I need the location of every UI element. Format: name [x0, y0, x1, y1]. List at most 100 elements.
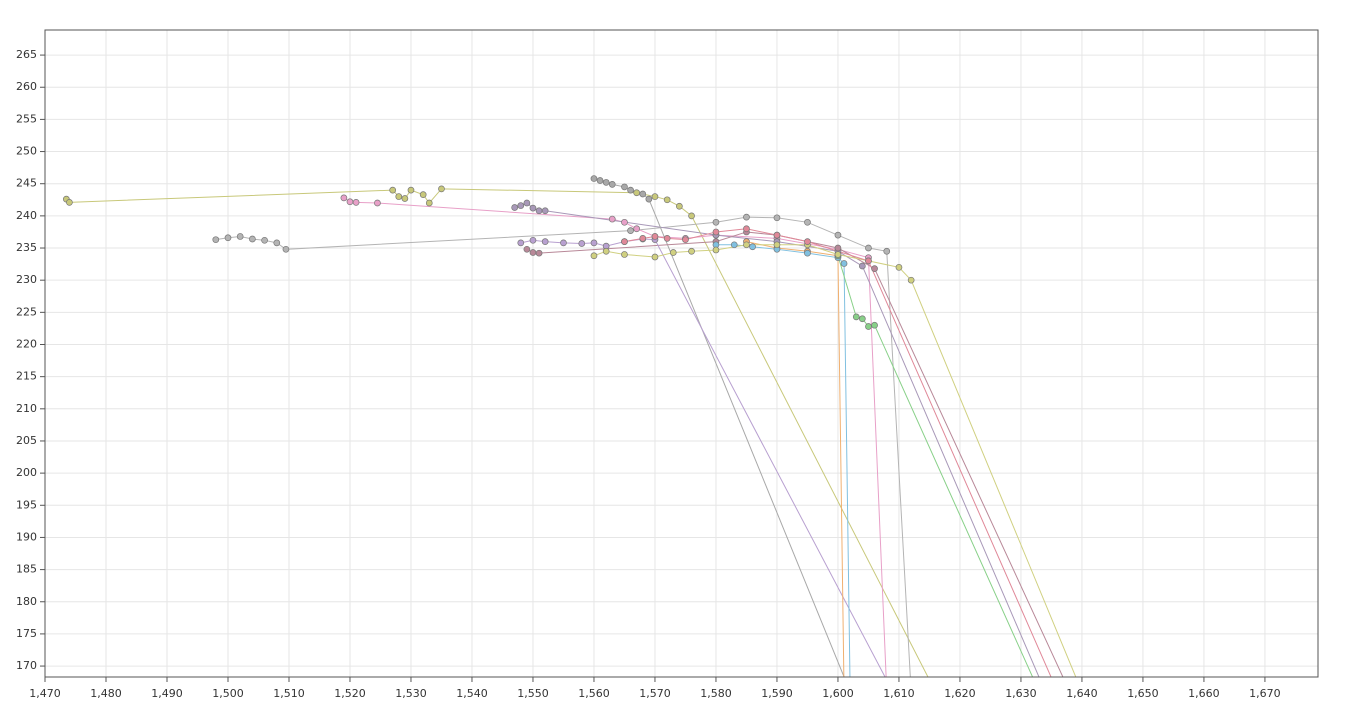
- data-point: [633, 225, 641, 233]
- data-point: [688, 212, 695, 220]
- data-point: [688, 247, 695, 255]
- y-tick-label: 210: [16, 402, 37, 415]
- x-tick-label: 1,630: [1005, 687, 1037, 700]
- data-point: [895, 263, 903, 271]
- y-tick-label: 255: [16, 112, 37, 125]
- data-point: [633, 189, 641, 197]
- data-point: [1042, 689, 1048, 695]
- data-point: [621, 251, 628, 258]
- x-tick-label: 1,650: [1127, 687, 1159, 700]
- data-point: [425, 199, 433, 207]
- data-point: [743, 213, 750, 221]
- data-point: [1055, 689, 1061, 695]
- y-tick-label: 200: [16, 466, 37, 479]
- data-point: [621, 218, 628, 226]
- y-tick-label: 235: [16, 241, 37, 254]
- data-point: [627, 227, 634, 235]
- data-point: [627, 186, 634, 194]
- x-tick-label: 1,620: [944, 687, 976, 700]
- data-point: [395, 193, 403, 200]
- x-tick-label: 1,570: [639, 687, 671, 700]
- grid: [44, 30, 1318, 677]
- data-point: [517, 239, 525, 247]
- x-tick-label: 1,490: [151, 687, 183, 700]
- plot-data: [62, 175, 1077, 695]
- data-point: [871, 321, 878, 329]
- data-point: [602, 247, 610, 255]
- data-point: [602, 179, 610, 186]
- data-point: [621, 183, 628, 191]
- data-point: [682, 236, 689, 244]
- y-tick-label: 250: [16, 145, 37, 158]
- data-point: [578, 240, 586, 247]
- data-point: [773, 214, 781, 222]
- data-point: [523, 245, 531, 253]
- data-point: [523, 199, 531, 207]
- data-point: [401, 195, 409, 202]
- y-tick-label: 220: [16, 337, 37, 350]
- y-tick-label: 240: [16, 209, 37, 222]
- data-point: [541, 207, 549, 215]
- data-point: [1036, 689, 1042, 695]
- x-tick-label: 1,600: [822, 687, 854, 700]
- data-point: [529, 236, 537, 244]
- y-tick-label: 175: [16, 627, 37, 640]
- data-point: [712, 218, 720, 226]
- data-point: [712, 246, 720, 254]
- data-point: [773, 241, 781, 249]
- data-point: [438, 185, 445, 193]
- data-point: [590, 239, 598, 247]
- data-point: [651, 233, 659, 240]
- series-line: [837, 255, 1034, 677]
- x-tick-label: 1,510: [273, 687, 305, 700]
- data-point: [419, 191, 427, 198]
- x-tick-label: 1,610: [883, 687, 915, 700]
- x-tick-label: 1,530: [395, 687, 427, 700]
- data-point: [651, 253, 659, 261]
- x-tick-label: 1,580: [700, 687, 732, 700]
- x-tick-label: 1,520: [334, 687, 366, 700]
- data-point: [529, 249, 537, 256]
- data-point: [933, 689, 939, 695]
- data-point: [834, 244, 842, 252]
- data-point: [804, 238, 811, 245]
- y-tick-label: 185: [16, 563, 37, 576]
- data-point: [590, 252, 598, 260]
- data-point: [834, 251, 842, 258]
- y-tick-label: 205: [16, 434, 37, 447]
- x-tick-label: 1,560: [578, 687, 610, 700]
- data-point: [669, 249, 677, 256]
- data-point: [804, 249, 811, 257]
- data-point: [639, 190, 647, 198]
- series-line: [343, 197, 887, 677]
- data-point: [517, 202, 525, 209]
- y-tick-label: 170: [16, 659, 37, 672]
- data-point: [621, 238, 628, 245]
- data-point: [608, 181, 616, 188]
- y-tick-label: 215: [16, 370, 37, 383]
- x-tick-label: 1,550: [517, 687, 549, 700]
- x-tick-label: 1,590: [761, 687, 793, 700]
- x-tick-label: 1,640: [1066, 687, 1098, 700]
- y-tick-label: 225: [16, 305, 37, 318]
- data-point: [273, 239, 281, 247]
- axes: 1,470 1,480 1,490 1,500 1,510 1,520 1,530 1,540…: [16, 48, 1281, 700]
- data-point: [865, 257, 872, 265]
- x-tick-label: 1,660: [1188, 687, 1220, 700]
- data-point: [773, 231, 781, 239]
- data-point: [224, 234, 232, 242]
- data-point: [883, 247, 891, 255]
- data-point: [560, 239, 567, 247]
- data-point: [743, 225, 750, 233]
- data-point: [236, 233, 244, 240]
- data-point: [743, 241, 750, 249]
- data-point: [212, 236, 220, 244]
- data-point: [346, 198, 354, 206]
- y-tick-label: 260: [16, 80, 37, 93]
- data-point: [804, 218, 811, 226]
- data-point: [663, 235, 671, 242]
- data-point: [859, 262, 866, 270]
- data-point: [535, 249, 543, 257]
- data-point: [663, 196, 671, 204]
